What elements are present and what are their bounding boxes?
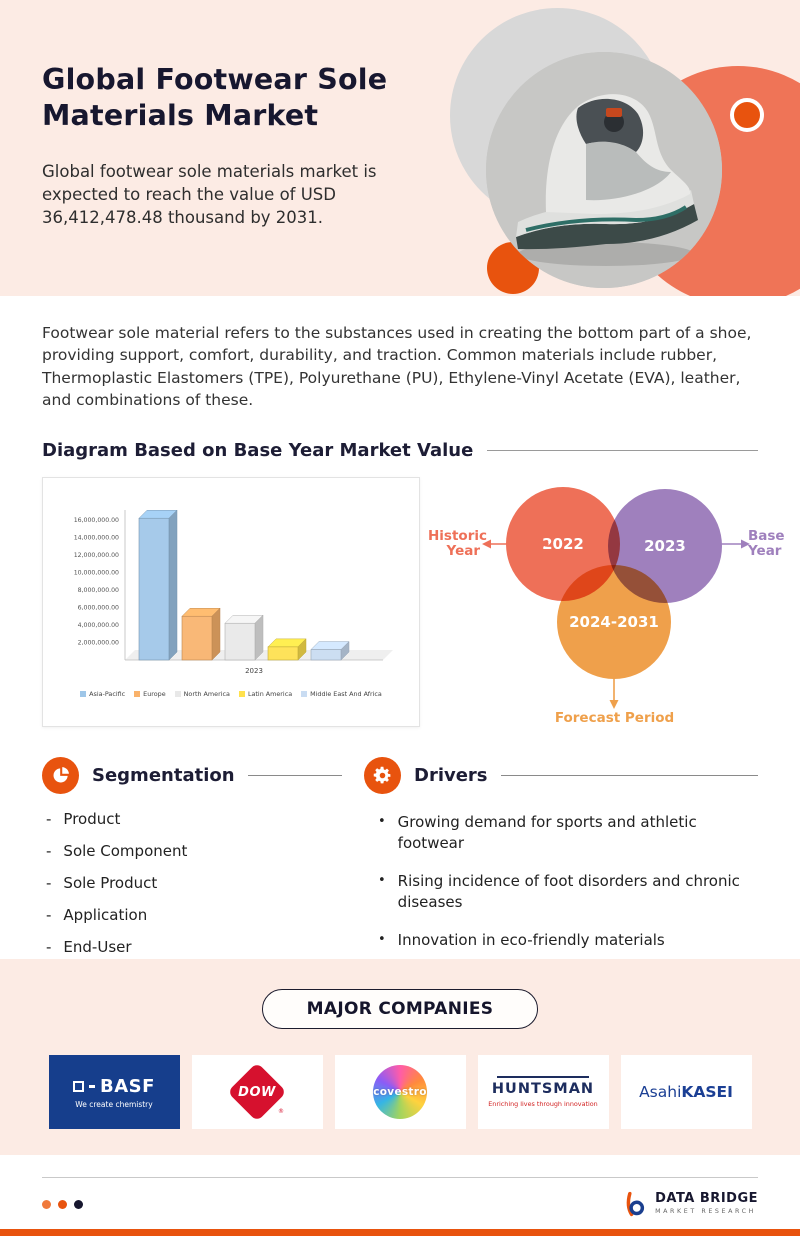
svg-text:12,000,000.00: 12,000,000.00 bbox=[74, 552, 119, 559]
asahi-name-part1: Asahi bbox=[639, 1083, 682, 1101]
svg-text:14,000,000.00: 14,000,000.00 bbox=[74, 534, 119, 541]
decor-ring-circle bbox=[730, 98, 764, 132]
covestro-logo: covestro bbox=[334, 1055, 466, 1129]
list-item: Rising incidence of foot disorders and c… bbox=[378, 871, 758, 913]
list-item: Application bbox=[46, 906, 342, 924]
covestro-circle-icon: covestro bbox=[373, 1065, 427, 1119]
dow-logo: DOW ® bbox=[191, 1055, 323, 1129]
diagram-heading: Diagram Based on Base Year Market Value bbox=[42, 439, 474, 461]
huntsman-logo: HUNTSMAN Enriching lives through innovat… bbox=[477, 1055, 609, 1129]
huntsman-line bbox=[497, 1076, 589, 1078]
chart-legend: Asia-Pacific Europe North America Latin Ame… bbox=[47, 690, 415, 698]
basf-name: BASF bbox=[100, 1075, 155, 1097]
segmentation-list: Product Sole Component Sole Product Appl… bbox=[46, 810, 342, 956]
footer: DATA BRIDGE MARKET RESEARCH bbox=[0, 1155, 800, 1229]
dot-dark bbox=[74, 1199, 83, 1209]
svg-text:8,000,000.00: 8,000,000.00 bbox=[78, 587, 119, 594]
legend-item: Europe bbox=[134, 690, 166, 698]
segmentation-divider-line bbox=[247, 774, 342, 777]
data-bridge-b-icon bbox=[626, 1191, 645, 1217]
list-item: Growing demand for sports and athletic f… bbox=[378, 812, 758, 854]
legend-item: North America bbox=[174, 690, 230, 698]
forecast-arrow-icon bbox=[609, 646, 619, 709]
list-item: End-User bbox=[46, 938, 342, 956]
company-logos-row: BASF We create chemistry DOW ® covestro … bbox=[0, 1055, 800, 1129]
svg-text:16,000,000.00: 16,000,000.00 bbox=[74, 517, 119, 524]
legend-item: Middle East And Africa bbox=[301, 690, 382, 698]
basf-tagline: We create chemistry bbox=[75, 1099, 153, 1109]
dot-orange bbox=[58, 1199, 67, 1209]
segmentation-heading: Segmentation bbox=[92, 764, 235, 786]
asahi-kasei-logo: AsahiKASEI bbox=[620, 1055, 752, 1129]
data-bridge-logo: DATA BRIDGE MARKET RESEARCH bbox=[622, 1191, 758, 1217]
heading-divider-line bbox=[487, 449, 758, 451]
forecast-period-value: 2024-2031 bbox=[569, 612, 659, 631]
drivers-heading: Drivers bbox=[414, 764, 488, 786]
bar-chart-card: 2,000,000.00 4,000,000.00 6,000,000.00 8,00… bbox=[42, 476, 420, 727]
legend-item: Asia-Pacific bbox=[80, 690, 125, 698]
forecast-period-label: Forecast Period bbox=[554, 709, 675, 726]
shoe-illustration bbox=[486, 52, 722, 288]
dow-registered-mark: ® bbox=[278, 1108, 284, 1115]
legend-swatch bbox=[80, 690, 87, 697]
dot-orange-light bbox=[42, 1199, 51, 1209]
historic-year-label: Historic Year bbox=[428, 527, 487, 560]
legend-swatch bbox=[238, 690, 245, 697]
huntsman-tagline: Enriching lives through innovation bbox=[488, 1100, 598, 1108]
page-title: Global Footwear Sole Materials Market bbox=[42, 63, 388, 132]
market-description: Footwear sole material refers to the sub… bbox=[42, 324, 752, 410]
segmentation-drivers-row: Segmentation Product Sole Component Sole… bbox=[42, 756, 758, 970]
diagram-heading-row: Diagram Based on Base Year Market Value bbox=[42, 440, 800, 461]
drivers-list: Growing demand for sports and athletic f… bbox=[378, 812, 758, 951]
bar-chart: 2,000,000.00 4,000,000.00 6,000,000.00 8,00… bbox=[74, 509, 393, 675]
covestro-name: covestro bbox=[373, 1086, 427, 1098]
list-item: Innovation in eco-friendly materials bbox=[378, 930, 758, 951]
major-companies-section: MAJOR COMPANIES BASF We create chemistry… bbox=[0, 959, 800, 1155]
shoe-image bbox=[486, 52, 722, 288]
brand-name: DATA BRIDGE bbox=[655, 1191, 758, 1207]
hero-section: Global Footwear Sole Materials Market Gl… bbox=[0, 0, 800, 296]
base-arrow-icon bbox=[683, 539, 750, 549]
footer-dots bbox=[42, 1199, 83, 1209]
pie-chart-icon bbox=[42, 756, 79, 794]
asahi-name-part2: KASEI bbox=[681, 1083, 733, 1101]
list-item: Sole Component bbox=[46, 842, 342, 860]
timeline-venn-diagram: 2022 2023 2024-2031 Historic Year Base Y… bbox=[428, 477, 800, 739]
svg-text:10,000,000.00: 10,000,000.00 bbox=[74, 569, 119, 576]
brand-tagline: MARKET RESEARCH bbox=[655, 1207, 757, 1215]
footer-divider-line bbox=[42, 1177, 758, 1178]
svg-text:6,000,000.00: 6,000,000.00 bbox=[78, 604, 119, 611]
svg-text:2023: 2023 bbox=[245, 667, 263, 675]
segmentation-header: Segmentation bbox=[42, 756, 342, 794]
page-subtitle: Global footwear sole materials market is… bbox=[42, 162, 377, 227]
svg-text:2,000,000.00: 2,000,000.00 bbox=[78, 639, 119, 646]
drivers-column: Drivers Growing demand for sports and at… bbox=[364, 756, 758, 970]
historic-year-value: 2022 bbox=[542, 534, 584, 553]
legend-swatch bbox=[134, 690, 141, 697]
basf-logo: BASF We create chemistry bbox=[48, 1055, 180, 1129]
bottom-accent-bar bbox=[0, 1229, 800, 1236]
drivers-divider-line bbox=[500, 774, 758, 777]
list-item: Sole Product bbox=[46, 874, 342, 892]
dow-name: DOW bbox=[238, 1084, 276, 1100]
drivers-header: Drivers bbox=[364, 756, 758, 794]
major-companies-badge: MAJOR COMPANIES bbox=[261, 989, 539, 1029]
basf-dash-icon bbox=[89, 1084, 96, 1088]
basf-square-icon bbox=[73, 1080, 85, 1092]
main-section: Footwear sole material refers to the sub… bbox=[0, 296, 800, 959]
list-item: Product bbox=[46, 810, 342, 828]
legend-swatch bbox=[301, 690, 308, 697]
gear-icon bbox=[364, 756, 401, 794]
huntsman-name: HUNTSMAN bbox=[491, 1081, 595, 1097]
base-year-value: 2023 bbox=[644, 536, 686, 555]
segmentation-column: Segmentation Product Sole Component Sole… bbox=[42, 756, 342, 970]
legend-swatch bbox=[174, 690, 181, 697]
chart-row: 2,000,000.00 4,000,000.00 6,000,000.00 8,00… bbox=[42, 476, 800, 739]
legend-item: Latin America bbox=[238, 690, 292, 698]
historic-arrow-icon bbox=[482, 539, 549, 549]
svg-text:4,000,000.00: 4,000,000.00 bbox=[78, 622, 119, 629]
base-year-label: Base Year bbox=[748, 527, 785, 560]
